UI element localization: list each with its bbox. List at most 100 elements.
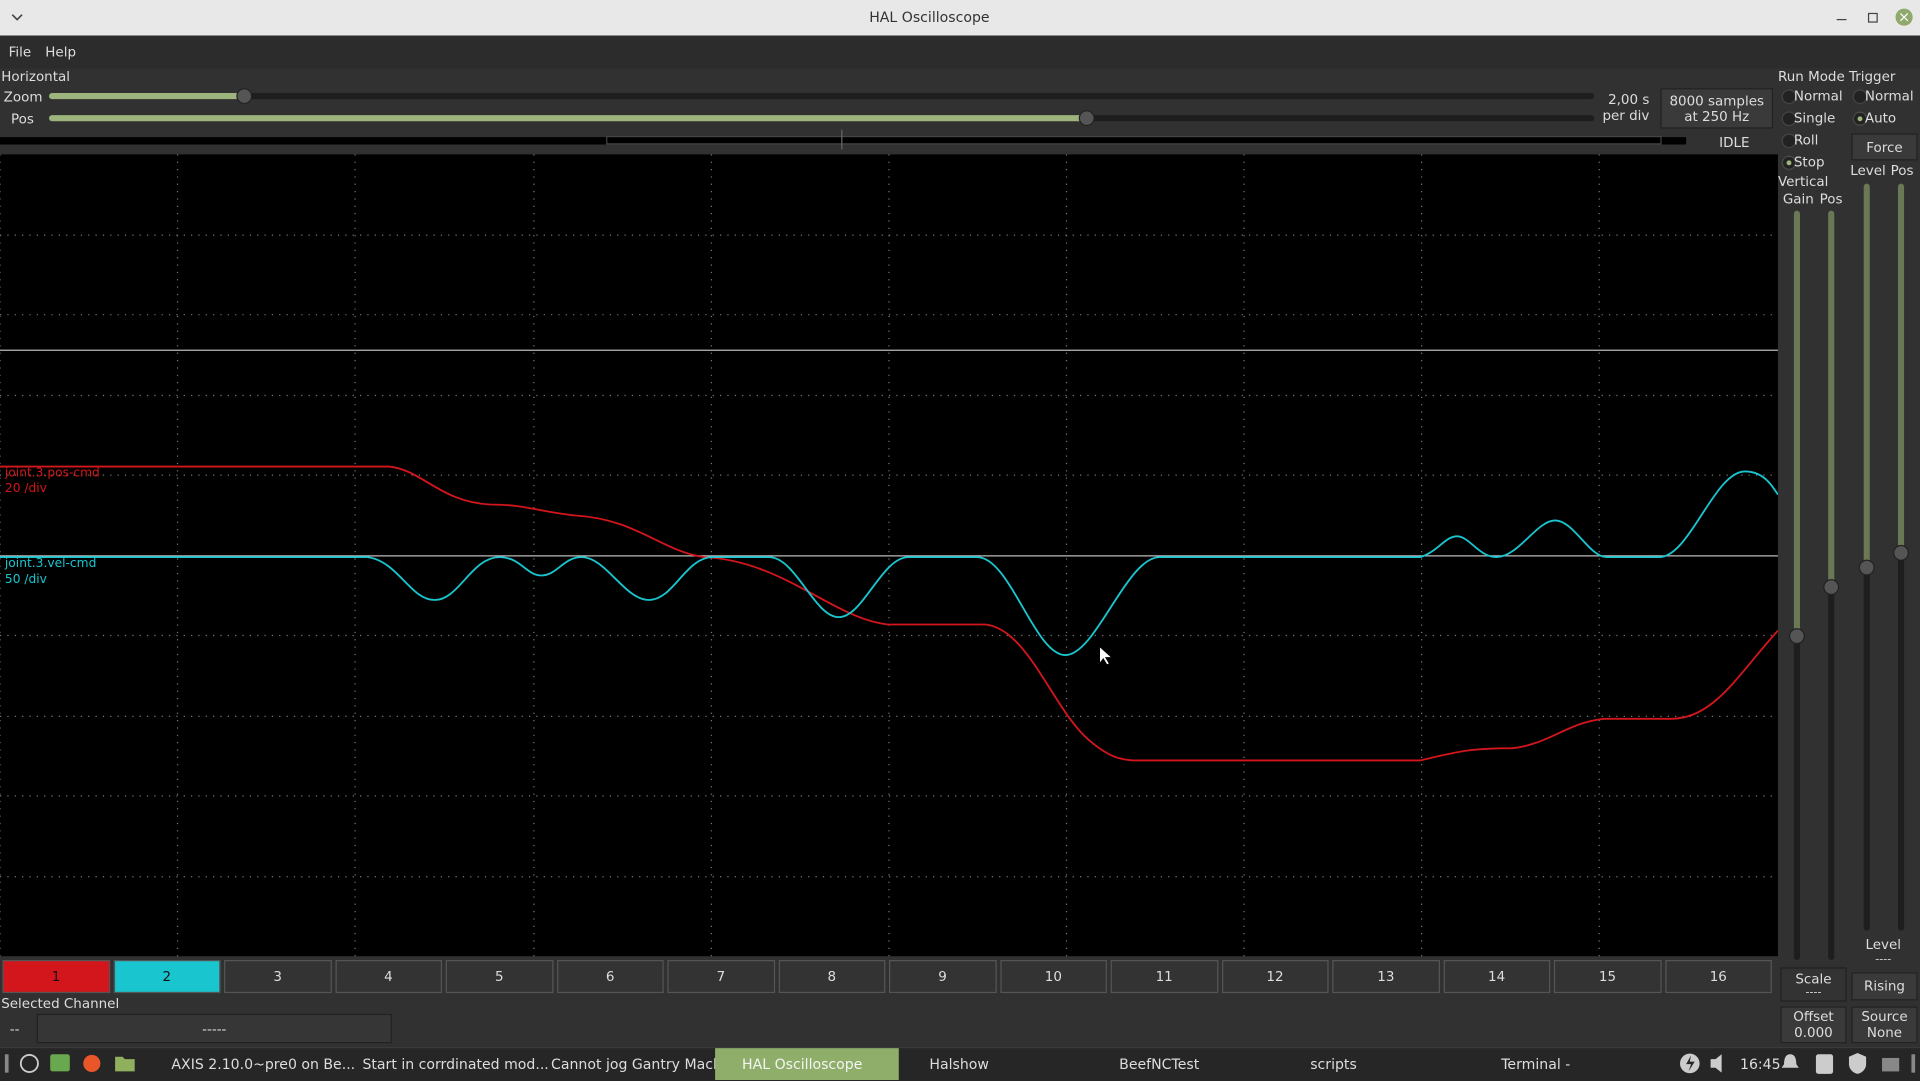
vpos-handle[interactable] — [1823, 579, 1840, 596]
channel-button[interactable]: 16 — [1664, 960, 1772, 994]
radio[interactable] — [1781, 133, 1797, 149]
selected-channel-number: -- — [9, 1021, 20, 1038]
samples: 8000 samples — [1669, 92, 1765, 109]
vpos-label: Pos — [1819, 191, 1843, 207]
pos-handle[interactable] — [1078, 110, 1095, 127]
samples-box: 8000 samples at 250 Hz — [1660, 88, 1774, 129]
pos-fill — [48, 115, 1085, 122]
taskbar-item[interactable]: Terminal - — [1501, 1055, 1571, 1073]
radio[interactable] — [1781, 89, 1797, 105]
zoom-track[interactable] — [48, 93, 1595, 100]
taskbar-item[interactable]: AXIS 2.10.0~pre0 on Be... — [171, 1055, 356, 1073]
channel-button[interactable]: 10 — [999, 960, 1107, 994]
timebase: 2,00 s — [1608, 91, 1650, 108]
offset-button[interactable]: Offset 0.000 — [1780, 1006, 1847, 1044]
radio[interactable] — [1781, 111, 1797, 127]
tpos-handle[interactable] — [1893, 544, 1909, 561]
radio[interactable] — [1781, 155, 1797, 171]
vertical-label: Vertical — [1777, 173, 1829, 190]
channel-button[interactable]: 12 — [1221, 960, 1329, 994]
record-marker — [841, 129, 843, 150]
zoom-fill — [48, 93, 243, 100]
taskbar-item[interactable]: Halshow — [929, 1055, 989, 1073]
menu-bar — [0, 35, 1920, 69]
trace-name: joint.3.vel-cmd — [4, 557, 97, 571]
gain-handle[interactable] — [1788, 628, 1805, 645]
edge-button[interactable]: Rising — [1851, 972, 1918, 1001]
radio-label[interactable]: Stop — [1793, 154, 1825, 171]
channel-button[interactable]: 5 — [445, 960, 553, 994]
record-window — [606, 135, 1662, 145]
channel-button[interactable]: 11 — [1110, 960, 1218, 994]
pos-label: Pos — [11, 111, 34, 128]
status: IDLE — [1719, 134, 1750, 151]
radio[interactable] — [1852, 89, 1868, 105]
level-text: Level — [1865, 936, 1902, 953]
taskbar-item[interactable]: Start in corrdinated mod... — [362, 1055, 549, 1073]
selected-channel-name[interactable]: ----- — [36, 1013, 392, 1044]
level-handle[interactable] — [1858, 559, 1875, 576]
scale-label: Scale — [1795, 970, 1832, 987]
channel-button[interactable]: 13 — [1332, 960, 1440, 994]
window-controls[interactable] — [0, 0, 1920, 36]
taskbar-item[interactable]: scripts — [1310, 1055, 1357, 1073]
channel-button[interactable]: 4 — [334, 960, 443, 994]
taskbar-item[interactable]: BeefNCTest — [1119, 1055, 1200, 1073]
source-button[interactable]: Source None — [1851, 1006, 1918, 1044]
trigger-level-label: Level — [1850, 162, 1886, 179]
clock: 16:45 — [1740, 1055, 1781, 1073]
menu-help[interactable]: Help — [45, 44, 77, 61]
taskbar-item[interactable]: Cannot jog Gantry Machi... — [551, 1055, 740, 1073]
source-value: None — [1866, 1024, 1903, 1041]
scope-display[interactable] — [0, 154, 1778, 957]
timebase-unit: per div — [1602, 107, 1650, 124]
radio-label[interactable]: Single — [1793, 110, 1836, 127]
taskbar-icons[interactable] — [0, 1047, 1920, 1080]
channel-button[interactable]: 1 — [2, 960, 110, 994]
record-bar — [0, 137, 1687, 145]
trigger-pos-label: Pos — [1890, 162, 1914, 179]
radio[interactable] — [1852, 111, 1868, 127]
level-fill — [1863, 183, 1870, 567]
channel-button[interactable]: 8 — [778, 960, 886, 994]
level-value: ---- — [1875, 953, 1892, 967]
scale-box: Scale ---- — [1780, 967, 1847, 1002]
trace-scale: 20 /div — [4, 482, 47, 496]
gain-fill — [1793, 210, 1801, 636]
taskbar — [0, 1046, 1920, 1081]
title-bar — [0, 0, 1920, 36]
scale-value: ---- — [1805, 986, 1822, 999]
channel-button[interactable]: 14 — [1443, 960, 1551, 994]
rate: at 250 Hz — [1684, 108, 1750, 125]
radio-label[interactable]: Auto — [1864, 110, 1897, 127]
tpos-fill — [1897, 183, 1905, 553]
selected-channel-label: Selected Channel — [1, 995, 120, 1012]
radio-label[interactable]: Roll — [1793, 132, 1819, 149]
channel-button[interactable]: 9 — [888, 960, 997, 994]
horizontal-label: Horizontal — [1, 68, 71, 85]
offset-value: 0.000 — [1794, 1024, 1833, 1041]
taskbar-item[interactable]: HAL Oscilloscope — [715, 1048, 899, 1081]
radio-label[interactable]: Normal — [1793, 88, 1843, 105]
window-title: HAL Oscilloscope — [869, 8, 990, 26]
offset-label: Offset — [1793, 1008, 1834, 1025]
channel-button[interactable]: 2 — [113, 960, 221, 994]
trace-name: joint.3.pos-cmd — [4, 466, 100, 481]
menu-file[interactable]: File — [8, 44, 32, 61]
vpos-fill — [1828, 210, 1835, 587]
channel-button[interactable]: 6 — [556, 960, 664, 994]
source-label: Source — [1861, 1008, 1908, 1025]
zoom-label: Zoom — [3, 89, 43, 106]
channel-button[interactable]: 7 — [667, 960, 775, 994]
gain-label: Gain — [1782, 191, 1814, 207]
run-mode-label: Run Mode — [1777, 68, 1845, 85]
trigger-label: Trigger — [1848, 68, 1896, 85]
radio-label[interactable]: Normal — [1864, 88, 1914, 105]
force-button[interactable]: Force — [1851, 133, 1918, 161]
zoom-handle[interactable] — [236, 88, 253, 105]
trace-scale: 50 /div — [4, 573, 47, 587]
channel-button[interactable]: 3 — [224, 960, 332, 994]
channel-button[interactable]: 15 — [1553, 960, 1662, 994]
